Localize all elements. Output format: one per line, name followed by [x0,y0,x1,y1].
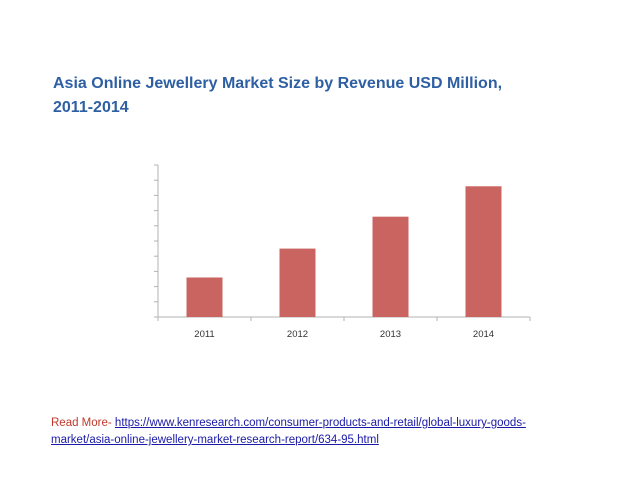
chart-x-labels: 2011 2012 2013 2014 [194,329,494,340]
bar-2012 [279,248,316,317]
bar-2013 [372,216,409,317]
x-label-2014: 2014 [473,329,494,340]
chart-title: Asia Online Jewellery Market Size by Rev… [53,72,593,120]
x-label-2013: 2013 [380,329,401,340]
read-more-link-line2: market/asia-online-jewellery-market-rese… [51,434,379,446]
chart-bars [186,186,502,317]
read-more-link-line1: https://www.kenresearch.com/consumer-pro… [114,417,526,429]
chart-title-line1: Asia Online Jewellery Market Size by Rev… [53,75,503,92]
chart-title-line2: 2011-2014 [53,99,129,116]
x-label-2012: 2012 [287,329,308,340]
x-label-2011: 2011 [194,329,214,340]
read-more: Read More- https://www.kenresearch.com/c… [51,415,611,449]
read-more-label: Read More- [51,417,112,429]
bar-2014 [465,186,502,317]
read-more-link[interactable]: https://www.kenresearch.com/consumer-pro… [51,417,526,446]
bar-2011 [186,277,223,317]
